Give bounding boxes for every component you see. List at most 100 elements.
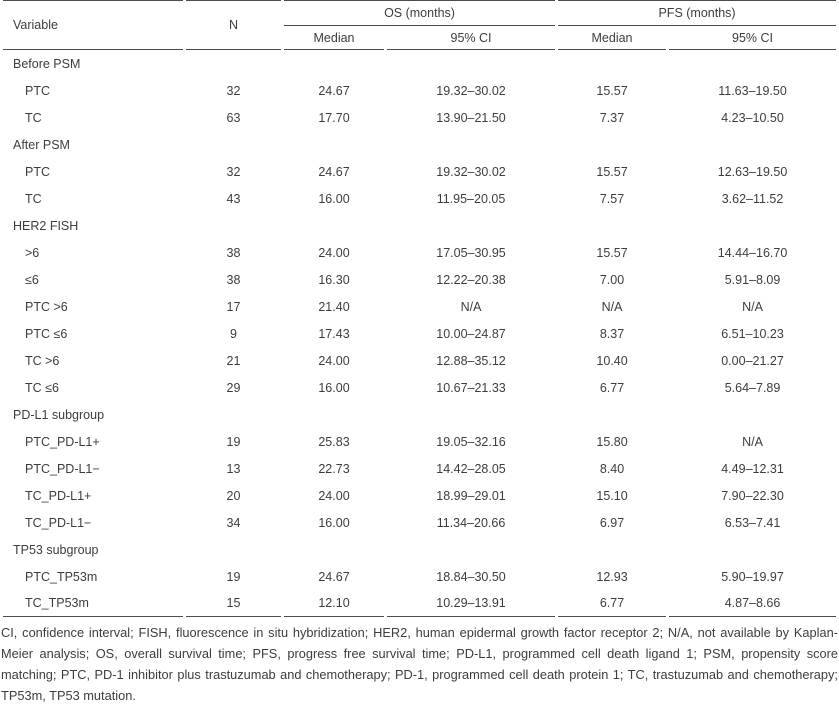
cell-pfs-ci: [669, 212, 836, 239]
cell-n: 21: [226, 353, 241, 368]
table-row: TC >6 21 24.00 12.88–35.12 10.40 0.00–21.27: [3, 347, 836, 374]
cell-n: 29: [226, 380, 241, 395]
column-group-pfs: PFS (months): [558, 0, 837, 26]
cell-variable: TC_PD-L1−: [25, 515, 92, 530]
cell-pfs-median: [558, 401, 666, 428]
cell-variable: TC >6: [25, 353, 60, 368]
cell-pfs-median: 15.10: [596, 488, 628, 503]
cell-variable: After PSM: [13, 137, 70, 152]
cell-os-ci: 19.32–30.02: [436, 164, 506, 179]
cell-os-ci: [387, 536, 555, 563]
cell-pfs-median: 6.97: [599, 515, 625, 530]
cell-os-median: 24.00: [318, 488, 350, 503]
table-row: TC_PD-L1+ 20 24.00 18.99–29.01 15.10 7.90–22.…: [3, 482, 836, 509]
cell-os-ci: 14.42–28.05: [436, 461, 506, 476]
cell-n: 9: [230, 326, 237, 341]
table-row: PTC_PD-L1− 13 22.73 14.42–28.05 8.40 4.49–12.…: [3, 455, 836, 482]
cell-os-median: 22.73: [318, 461, 350, 476]
section-row: Before PSM: [3, 50, 836, 77]
cell-variable: TP53 subgroup: [13, 542, 99, 557]
cell-os-median: 24.67: [318, 569, 350, 584]
cell-os-ci: [387, 401, 555, 428]
cell-os-median: 12.10: [284, 590, 384, 617]
cell-os-median: 17.70: [318, 110, 350, 125]
cell-os-ci: [387, 131, 555, 158]
cell-pfs-ci: N/A: [742, 299, 763, 314]
cell-os-median: 17.43: [318, 326, 350, 341]
cell-pfs-median: 15.57: [596, 83, 628, 98]
table-row: TC 63 17.70 13.90–21.50 7.37 4.23–10.50: [3, 104, 836, 131]
cell-n: 20: [226, 488, 241, 503]
cell-pfs-median: 7.57: [599, 191, 625, 206]
table-footnote: CI, confidence interval; FISH, fluoresce…: [1, 625, 838, 703]
table-row: PTC_PD-L1+ 19 25.83 19.05–32.16 15.80 N/A: [3, 428, 836, 455]
cell-pfs-ci: 5.91–8.09: [724, 272, 781, 287]
cell-pfs-ci: 11.63–19.50: [718, 83, 787, 98]
table-row: PTC ≤6 9 17.43 10.00–24.87 8.37 6.51–10.23: [3, 320, 836, 347]
cell-pfs-ci: 7.90–22.30: [721, 488, 784, 503]
cell-os-ci: 13.90–21.50: [436, 110, 506, 125]
cell-n: 32: [226, 83, 241, 98]
section-row: PD-L1 subgroup: [3, 401, 836, 428]
cell-pfs-median: 12.93: [596, 569, 628, 584]
cell-pfs-median: [558, 536, 666, 563]
cell-n: 32: [226, 164, 241, 179]
column-group-os: OS (months): [284, 0, 556, 26]
table-row: TC 43 16.00 11.95–20.05 7.57 3.62–11.52: [3, 185, 836, 212]
cell-pfs-median: 7.00: [599, 272, 625, 287]
cell-variable: TC: [25, 110, 42, 125]
cell-os-median: 16.00: [318, 380, 350, 395]
cell-pfs-ci: 4.49–12.31: [721, 461, 784, 476]
cell-pfs-ci: [669, 536, 836, 563]
cell-os-median: [284, 401, 384, 428]
cell-pfs-median: 10.40: [596, 353, 628, 368]
cell-os-median: 16.00: [318, 191, 350, 206]
table-row: >6 38 24.00 17.05–30.95 15.57 14.44–16.70: [3, 239, 836, 266]
cell-variable: PD-L1 subgroup: [13, 407, 105, 422]
cell-os-ci: 10.29–13.91: [387, 590, 556, 617]
cell-variable: TC_PD-L1+: [25, 488, 92, 503]
cell-n: 63: [226, 110, 241, 125]
cell-n: [186, 536, 281, 563]
cell-pfs-median: [558, 131, 666, 158]
cell-pfs-ci: 6.51–10.23: [721, 326, 784, 341]
table-row: PTC 32 24.67 19.32–30.02 15.57 11.63–19.50: [3, 77, 836, 104]
cell-pfs-median: 15.57: [596, 245, 628, 260]
cell-n: 43: [226, 191, 241, 206]
cell-os-ci: 12.88–35.12: [436, 353, 506, 368]
cell-pfs-ci: N/A: [742, 434, 763, 449]
cell-n: [186, 131, 281, 158]
table-row: PTC_TP53m 19 24.67 18.84–30.50 12.93 5.90–19.…: [3, 563, 836, 590]
cell-os-median: [284, 536, 384, 563]
column-header-pfs-median: Median: [558, 26, 667, 50]
column-header-pfs-ci: 95% CI: [669, 26, 837, 50]
cell-pfs-median: 8.37: [599, 326, 625, 341]
cell-os-median: [284, 212, 384, 239]
cell-n: 38: [226, 245, 241, 260]
cell-os-ci: 11.95–20.05: [436, 191, 506, 206]
cell-variable: PTC: [25, 83, 50, 98]
cell-variable: PTC_PD-L1−: [25, 461, 100, 476]
cell-n: 17: [226, 299, 241, 314]
cell-n: 15: [186, 590, 281, 617]
cell-n: 34: [226, 515, 241, 530]
cell-variable: PTC_TP53m: [25, 569, 98, 584]
cell-os-median: 24.67: [318, 83, 350, 98]
table-row: TC_PD-L1− 34 16.00 11.34–20.66 6.97 6.53–7.41: [3, 509, 836, 536]
table-body: Before PSM PTC 32 24.67 19.32–30.02 15.57 11.6…: [3, 50, 837, 617]
cell-os-median: 25.83: [318, 434, 350, 449]
cell-pfs-median: 6.77: [599, 380, 625, 395]
cell-os-median: 24.00: [318, 245, 350, 260]
cell-os-ci: 19.32–30.02: [436, 83, 506, 98]
cell-pfs-ci: 12.63–19.50: [717, 164, 788, 179]
cell-pfs-median: 6.77: [558, 590, 667, 617]
cell-os-ci: 10.00–24.87: [436, 326, 506, 341]
cell-os-median: [284, 131, 384, 158]
cell-pfs-median: [558, 212, 666, 239]
cell-os-median: 16.30: [318, 272, 350, 287]
cell-pfs-median: [558, 50, 666, 77]
cell-variable: TC: [25, 191, 42, 206]
header-group-row: Variable N OS (months) PFS (months): [3, 0, 837, 50]
column-header-os-ci: 95% CI: [387, 26, 556, 50]
table-row: TC ≤6 29 16.00 10.67–21.33 6.77 5.64–7.89: [3, 374, 836, 401]
